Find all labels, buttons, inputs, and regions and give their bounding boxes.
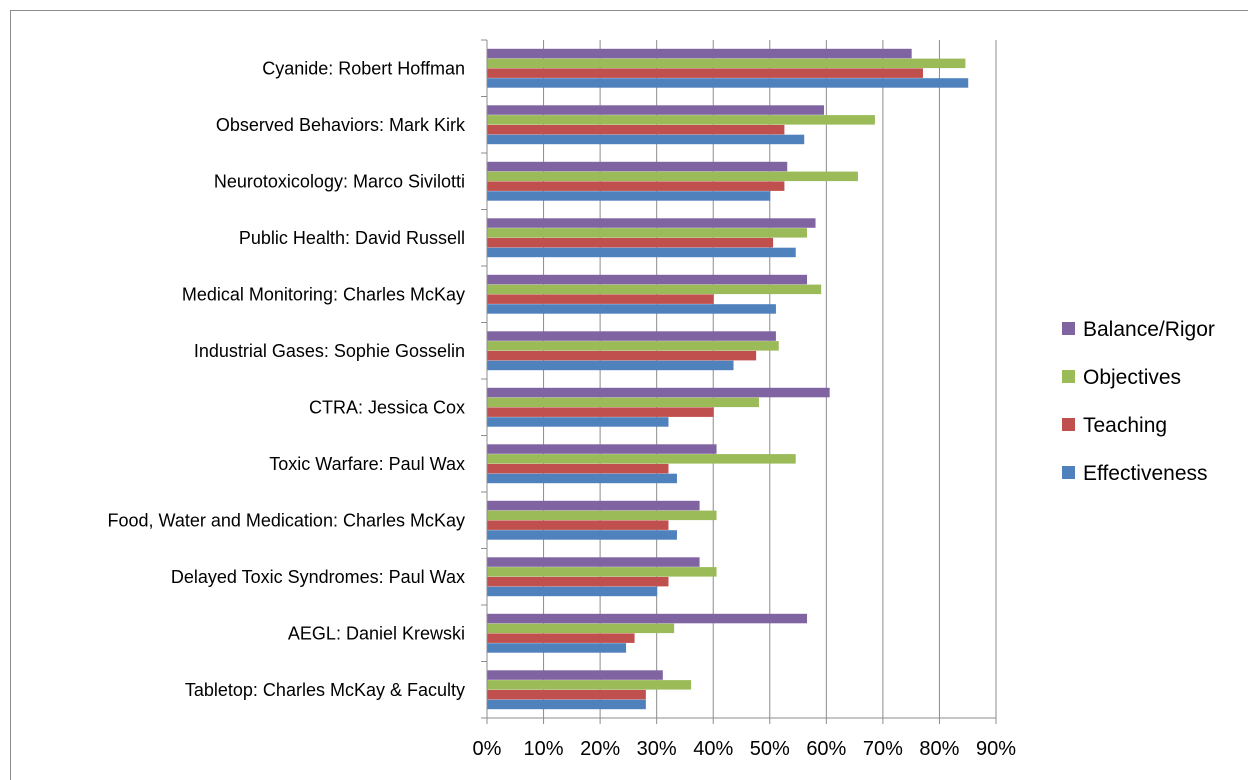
- bar: [487, 633, 635, 643]
- category-label: Neurotoxicology: Marco Sivilotti: [214, 171, 465, 191]
- legend-swatch: [1062, 322, 1075, 335]
- bar: [487, 124, 785, 135]
- category-label: Delayed Toxic Syndromes: Paul Wax: [171, 567, 465, 587]
- legend-label: Effectiveness: [1083, 462, 1208, 485]
- bar: [487, 699, 646, 710]
- x-tick-label: 20%: [580, 738, 620, 760]
- legend-label: Objectives: [1083, 366, 1181, 389]
- x-tick-label: 0%: [473, 738, 502, 760]
- legend: Balance/Rigor Objectives Teaching Effective…: [1062, 318, 1215, 485]
- bar: [487, 576, 669, 587]
- bar: [487, 191, 771, 201]
- category-label: Cyanide: Robert Hoffman: [262, 58, 465, 78]
- bar: [487, 341, 779, 351]
- x-tick-labels: 0% 10% 20% 30% 40% 50% 60% 70% 80% 90%: [473, 738, 1017, 760]
- x-tick-label: 60%: [806, 738, 846, 760]
- bar: [487, 670, 663, 680]
- bar: [487, 218, 816, 228]
- x-tick-label: 30%: [637, 738, 677, 760]
- bar: [487, 680, 692, 690]
- bars: [487, 48, 969, 710]
- bar: [487, 397, 759, 408]
- x-tick-label: 50%: [750, 738, 790, 760]
- legend-swatch: [1062, 466, 1075, 479]
- bar: [487, 68, 923, 78]
- bar: [487, 510, 717, 521]
- bar: [487, 454, 796, 464]
- legend-label: Balance/Rigor: [1083, 318, 1215, 341]
- bar: [487, 407, 714, 417]
- bar: [487, 228, 808, 238]
- bar: [487, 304, 776, 314]
- bar: [487, 181, 785, 191]
- bar: [487, 58, 966, 69]
- chart-frame: [10, 10, 1248, 780]
- category-label: Public Health: David Russell: [239, 228, 465, 248]
- bar: [487, 331, 776, 341]
- bar: [487, 444, 717, 454]
- bar: [487, 237, 774, 248]
- bar: [487, 520, 669, 530]
- bar: [487, 115, 875, 125]
- bar: [487, 567, 717, 577]
- category-label: Observed Behaviors: Mark Kirk: [216, 115, 466, 135]
- bar: [487, 417, 669, 427]
- axes: [481, 39, 997, 724]
- bar: [487, 134, 805, 145]
- bar: [487, 48, 912, 59]
- bar: [487, 613, 808, 624]
- x-tick-label: 80%: [919, 738, 959, 760]
- legend-label: Teaching: [1083, 414, 1167, 437]
- category-label: AEGL: Daniel Krewski: [288, 623, 465, 643]
- bar: [487, 161, 788, 172]
- bar: [487, 274, 808, 285]
- bar: [487, 350, 757, 361]
- bar: [487, 284, 822, 295]
- bar: [487, 557, 700, 567]
- x-tick-label: 40%: [693, 738, 733, 760]
- bar: [487, 294, 714, 304]
- bar: [487, 105, 825, 115]
- category-label: CTRA: Jessica Cox: [309, 397, 465, 417]
- category-labels: Cyanide: Robert Hoffman Observed Behavior…: [108, 58, 466, 700]
- bar: [487, 473, 677, 484]
- category-label: Tabletop: Charles McKay & Faculty: [185, 680, 465, 700]
- bar: [487, 360, 734, 371]
- x-tick-label: 90%: [976, 738, 1016, 760]
- bar: [487, 643, 627, 653]
- gridlines: [543, 40, 997, 718]
- bar: [487, 689, 646, 700]
- category-label: Medical Monitoring: Charles McKay: [182, 284, 465, 304]
- category-label: Food, Water and Medication: Charles McKa…: [108, 510, 466, 530]
- category-label: Toxic Warfare: Paul Wax: [269, 454, 465, 474]
- bar: [487, 463, 669, 474]
- x-tick-label: 10%: [524, 738, 564, 760]
- bar: [487, 586, 658, 597]
- legend-swatch: [1062, 370, 1075, 383]
- bar: [487, 78, 969, 88]
- legend-swatch: [1062, 418, 1075, 431]
- x-tick-label: 70%: [863, 738, 903, 760]
- bar: [487, 247, 796, 258]
- bar: [487, 530, 677, 540]
- bar: [487, 171, 858, 182]
- category-label: Industrial Gases: Sophie Gosselin: [194, 341, 465, 361]
- bar: [487, 500, 700, 511]
- bar: [487, 623, 675, 634]
- bar: [487, 387, 830, 398]
